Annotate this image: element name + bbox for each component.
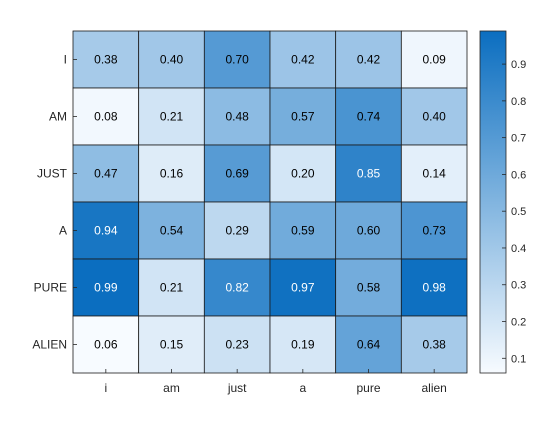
cell-value-label: 0.85 bbox=[357, 167, 381, 181]
heatmap-cell-just-a bbox=[269, 144, 337, 203]
y-tick-label-a: A bbox=[59, 224, 67, 238]
y-tick-label-pure: PURE bbox=[34, 281, 67, 295]
colorbar-tick-label: 0.7 bbox=[511, 133, 526, 145]
cell-value-label: 0.06 bbox=[94, 338, 118, 352]
cell-value-label: 0.73 bbox=[422, 224, 446, 238]
heatmap-cell-am-am bbox=[138, 87, 205, 146]
cell-value-label: 0.20 bbox=[291, 167, 315, 181]
cell-value-label: 0.64 bbox=[357, 338, 381, 352]
cell-value-label: 0.40 bbox=[422, 110, 446, 124]
cell-value-label: 0.97 bbox=[291, 281, 315, 295]
cell-value-label: 0.21 bbox=[160, 281, 184, 295]
cell-value-label: 0.16 bbox=[160, 167, 184, 181]
cell-value-label: 0.14 bbox=[422, 167, 446, 181]
cell-value-label: 0.15 bbox=[160, 338, 184, 352]
cell-value-label: 0.38 bbox=[94, 53, 118, 67]
colorbar-tick-label: 0.1 bbox=[511, 353, 526, 365]
x-tick-label-just: just bbox=[227, 381, 247, 395]
cell-value-label: 0.54 bbox=[160, 224, 184, 238]
y-tick-label-just: JUST bbox=[37, 167, 68, 181]
cell-value-label: 0.94 bbox=[94, 224, 118, 238]
heatmap-cell-pure-a bbox=[269, 258, 337, 317]
heatmap-cell-i-am bbox=[138, 30, 205, 89]
colorbar-tick-label: 0.4 bbox=[511, 243, 526, 255]
heatmap-cell-a-alien bbox=[400, 201, 468, 260]
cell-value-label: 0.21 bbox=[160, 110, 184, 124]
heatmap-cell-alien-pure bbox=[335, 315, 402, 374]
colorbar: 0.1 0.2 0.3 0.4 0.5 0.6 0.7 0.8 0.9 bbox=[479, 30, 526, 374]
cell-value-label: 0.74 bbox=[357, 110, 381, 124]
cell-value-label: 0.38 bbox=[422, 338, 446, 352]
heatmap-cell-a-i bbox=[72, 201, 140, 260]
y-tick-label-am: AM bbox=[49, 110, 67, 124]
heatmap-cell-a-am bbox=[138, 201, 205, 260]
heatmap-cells: 0.38 0.40 0.70 0.42 0.42 0.09 0.08 0.21 0.48 0.57… bbox=[72, 30, 468, 374]
colorbar-tick-label: 0.5 bbox=[511, 206, 526, 218]
cell-value-label: 0.60 bbox=[357, 224, 381, 238]
heatmap-cell-i-a bbox=[269, 30, 337, 89]
colorbar-tick-label: 0.3 bbox=[511, 280, 526, 292]
heatmap-cell-a-pure bbox=[335, 201, 402, 260]
cell-value-label: 0.99 bbox=[94, 281, 118, 295]
cell-value-label: 0.09 bbox=[422, 53, 446, 67]
heatmap-cell-a-just bbox=[203, 201, 271, 260]
cell-value-label: 0.47 bbox=[94, 167, 118, 181]
cell-value-label: 0.69 bbox=[225, 167, 249, 181]
heatmap-cell-i-alien bbox=[400, 30, 468, 89]
x-axis-tick-labels: i am just a pure alien bbox=[104, 369, 447, 395]
cell-value-label: 0.58 bbox=[357, 281, 381, 295]
cell-value-label: 0.08 bbox=[94, 110, 118, 124]
cell-value-label: 0.98 bbox=[422, 281, 446, 295]
heatmap-cell-i-pure bbox=[335, 30, 402, 89]
colorbar-tick-label: 0.6 bbox=[511, 169, 526, 181]
cell-value-label: 0.40 bbox=[160, 53, 184, 67]
x-tick-label-pure: pure bbox=[356, 381, 380, 395]
heatmap-cell-just-alien bbox=[400, 144, 468, 203]
x-tick-label-a: a bbox=[299, 381, 306, 395]
heatmap-cell-just-am bbox=[138, 144, 205, 203]
heatmap-cell-pure-alien bbox=[400, 258, 468, 317]
heatmap-cell-am-alien bbox=[400, 87, 468, 146]
cell-value-label: 0.48 bbox=[225, 110, 249, 124]
cell-value-label: 0.29 bbox=[225, 224, 249, 238]
cell-value-label: 0.59 bbox=[291, 224, 315, 238]
heatmap-cell-alien-alien bbox=[400, 315, 468, 374]
cell-value-label: 0.57 bbox=[291, 110, 315, 124]
cell-value-label: 0.19 bbox=[291, 338, 315, 352]
heatmap-cell-am-a bbox=[269, 87, 337, 146]
x-tick-label-i: i bbox=[104, 381, 107, 395]
heatmap-cell-pure-i bbox=[72, 258, 140, 317]
cell-value-label: 0.70 bbox=[225, 53, 249, 67]
cell-value-label: 0.82 bbox=[225, 281, 249, 295]
colorbar-tick-label: 0.9 bbox=[511, 59, 526, 71]
heatmap-cell-just-pure bbox=[335, 144, 402, 203]
heatmap-cell-i-just bbox=[203, 30, 271, 89]
heatmap-cell-just-i bbox=[72, 144, 140, 203]
heatmap-cell-pure-just bbox=[203, 258, 271, 317]
cell-value-label: 0.42 bbox=[357, 53, 381, 67]
cell-value-label: 0.23 bbox=[225, 338, 249, 352]
heatmap-cell-pure-pure bbox=[335, 258, 402, 317]
heatmap-cell-a-a bbox=[269, 201, 337, 260]
heatmap-cell-alien-i bbox=[72, 315, 140, 374]
y-tick-label-alien: ALIEN bbox=[32, 338, 67, 352]
x-tick-label-am: am bbox=[163, 381, 180, 395]
colorbar-tick-label: 0.2 bbox=[511, 317, 526, 329]
colorbar-gradient bbox=[479, 30, 507, 374]
x-tick-label-alien: alien bbox=[421, 381, 446, 395]
colorbar-tick-label: 0.8 bbox=[511, 96, 526, 108]
y-axis-tick-labels: I AM JUST A PURE ALIEN bbox=[32, 53, 77, 352]
y-tick-label-i: I bbox=[64, 53, 67, 67]
cell-value-label: 0.42 bbox=[291, 53, 315, 67]
heatmap-cell-i-i bbox=[72, 30, 140, 89]
